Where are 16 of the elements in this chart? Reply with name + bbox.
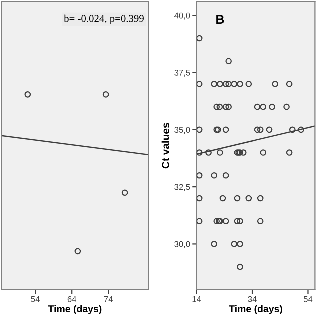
x-tick-label: 14 (192, 296, 202, 302)
y-tick-label: 30,0 (174, 241, 190, 248)
y-tick-label: 37,5 (174, 70, 190, 77)
y-axis-title: Ct values (162, 123, 170, 169)
x-tick-label: 64 (68, 296, 76, 302)
x-axis-title: Time (days) (48, 305, 102, 314)
text: b= -0.024, p=0.399 (64, 14, 144, 24)
x-tick-label: 54 (304, 296, 313, 302)
x-axis-title: Time (days) (229, 305, 282, 314)
x-tick-label: 34 (248, 296, 257, 302)
y-tick-label: 35,0 (174, 127, 190, 134)
y-tick-label: 32,5 (174, 184, 190, 192)
x-tick-label: 54 (31, 296, 40, 302)
text: B (216, 15, 224, 24)
x-tick-label: 74 (104, 296, 114, 302)
y-tick-label: 40,0 (174, 12, 190, 20)
